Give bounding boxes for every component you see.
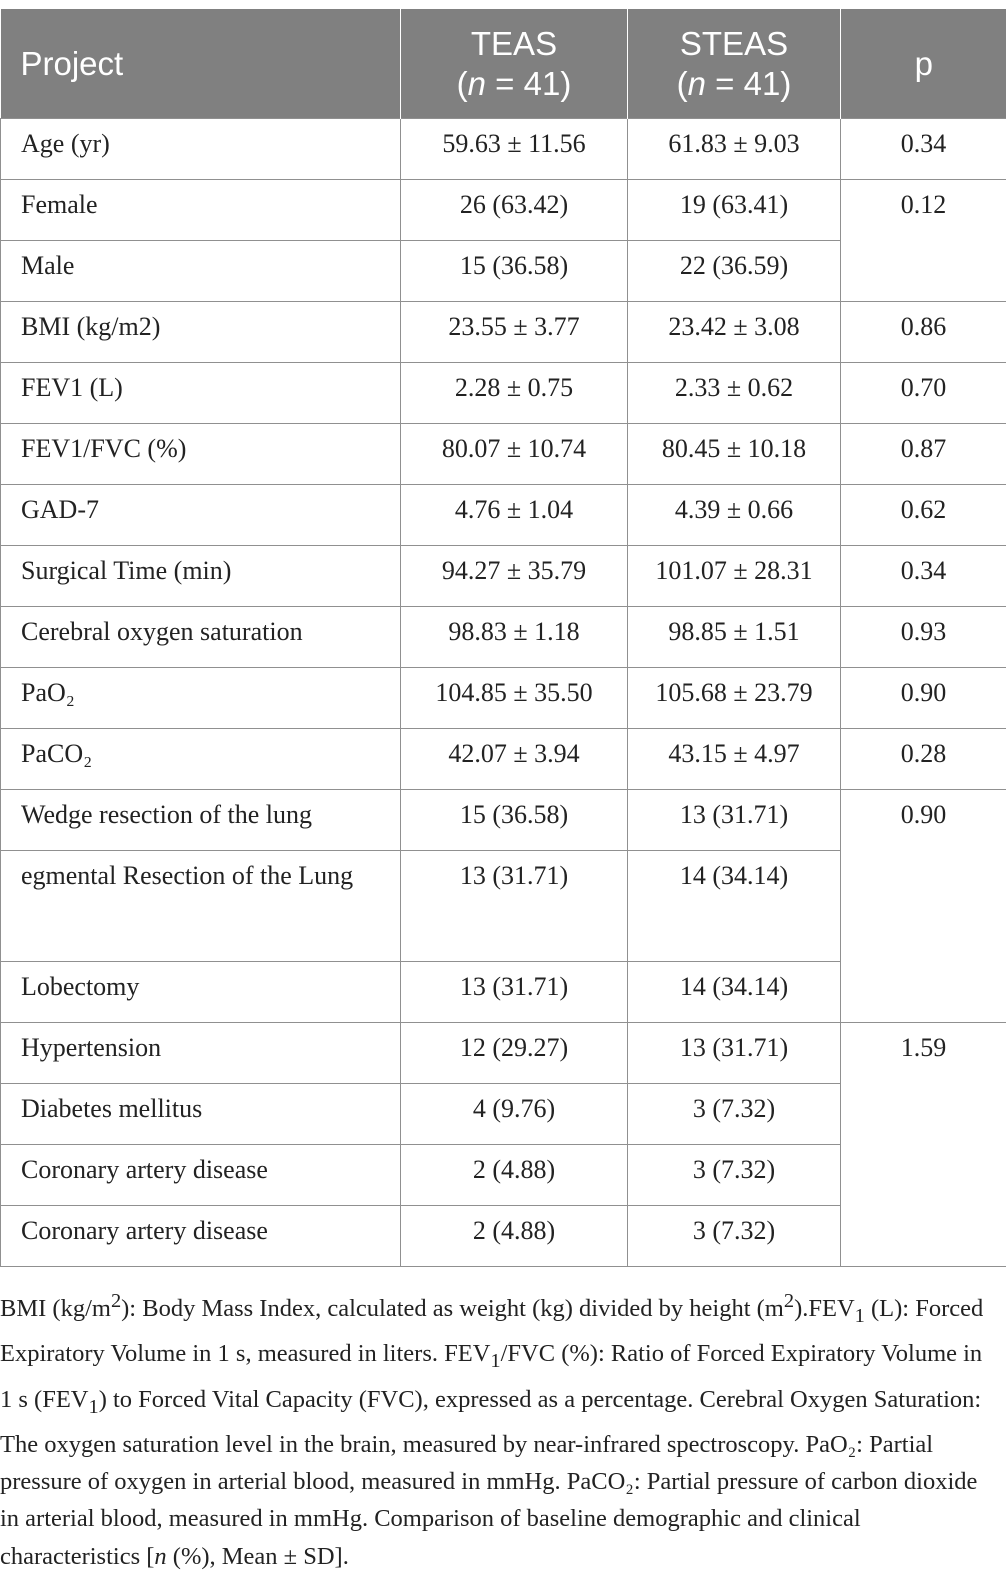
row-label: FEV1 (L) xyxy=(1,363,401,424)
teas-value: 15 (36.58) xyxy=(401,241,628,302)
row-label: Wedge resection of the lung xyxy=(1,790,401,851)
table-row: Age (yr) 59.63 ± 11.56 61.83 ± 9.03 0.34 xyxy=(1,119,1006,180)
steas-value: 14 (34.14) xyxy=(628,962,841,1023)
teas-value: 59.63 ± 11.56 xyxy=(401,119,628,180)
steas-value: 14 (34.14) xyxy=(628,851,841,962)
teas-value: 12 (29.27) xyxy=(401,1023,628,1084)
row-label: Female xyxy=(1,180,401,241)
row-label: Coronary artery disease xyxy=(1,1206,401,1267)
header-project: Project xyxy=(1,9,401,119)
row-label: Hypertension xyxy=(1,1023,401,1084)
steas-value: 98.85 ± 1.51 xyxy=(628,607,841,668)
p-value: 0.70 xyxy=(841,363,1006,424)
p-value: 0.93 xyxy=(841,607,1006,668)
header-steas-label: STEAS xyxy=(648,24,820,64)
header-steas: STEAS (n = 41) xyxy=(628,9,841,119)
steas-value: 80.45 ± 10.18 xyxy=(628,424,841,485)
steas-value: 3 (7.32) xyxy=(628,1206,841,1267)
teas-value: 98.83 ± 1.18 xyxy=(401,607,628,668)
teas-value: 13 (31.71) xyxy=(401,962,628,1023)
table-row: Cerebral oxygen saturation 98.83 ± 1.18 … xyxy=(1,607,1006,668)
teas-value: 13 (31.71) xyxy=(401,851,628,962)
row-label: Surgical Time (min) xyxy=(1,546,401,607)
table-header-row: Project TEAS (n = 41) STEAS (n = 41) p xyxy=(1,9,1006,119)
row-label: Lobectomy xyxy=(1,962,401,1023)
row-label: Diabetes mellitus xyxy=(1,1084,401,1145)
steas-value: 101.07 ± 28.31 xyxy=(628,546,841,607)
steas-value: 23.42 ± 3.08 xyxy=(628,302,841,363)
teas-value: 4.76 ± 1.04 xyxy=(401,485,628,546)
p-value: 0.86 xyxy=(841,302,1006,363)
baseline-characteristics-table: Project TEAS (n = 41) STEAS (n = 41) p A… xyxy=(0,9,1006,1267)
teas-value: 26 (63.42) xyxy=(401,180,628,241)
teas-value: 23.55 ± 3.77 xyxy=(401,302,628,363)
teas-value: 2 (4.88) xyxy=(401,1145,628,1206)
p-value: 0.90 xyxy=(841,790,1006,1023)
row-label: PaCO₂ xyxy=(1,729,401,790)
teas-value: 15 (36.58) xyxy=(401,790,628,851)
table-row: FEV1 (L) 2.28 ± 0.75 2.33 ± 0.62 0.70 xyxy=(1,363,1006,424)
steas-value: 2.33 ± 0.62 xyxy=(628,363,841,424)
header-teas-label: TEAS xyxy=(421,24,607,64)
row-label: Coronary artery disease xyxy=(1,1145,401,1206)
steas-value: 22 (36.59) xyxy=(628,241,841,302)
table-row: Hypertension 12 (29.27) 13 (31.71) 1.59 xyxy=(1,1023,1006,1084)
p-value: 0.87 xyxy=(841,424,1006,485)
table-row: PaCO₂ 42.07 ± 3.94 43.15 ± 4.97 0.28 xyxy=(1,729,1006,790)
header-teas-n: (n = 41) xyxy=(421,64,607,104)
table-row: BMI (kg/m2) 23.55 ± 3.77 23.42 ± 3.08 0.… xyxy=(1,302,1006,363)
steas-value: 3 (7.32) xyxy=(628,1084,841,1145)
table-footnote: BMI (kg/m2): Body Mass Index, calculated… xyxy=(0,1283,1000,1575)
table-row: Female 26 (63.42) 19 (63.41) 0.12 xyxy=(1,180,1006,241)
steas-value: 105.68 ± 23.79 xyxy=(628,668,841,729)
table-row: Surgical Time (min) 94.27 ± 35.79 101.07… xyxy=(1,546,1006,607)
row-label: BMI (kg/m2) xyxy=(1,302,401,363)
teas-value: 4 (9.76) xyxy=(401,1084,628,1145)
row-label: GAD-7 xyxy=(1,485,401,546)
teas-value: 104.85 ± 35.50 xyxy=(401,668,628,729)
steas-value: 4.39 ± 0.66 xyxy=(628,485,841,546)
teas-value: 2.28 ± 0.75 xyxy=(401,363,628,424)
p-value: 0.34 xyxy=(841,119,1006,180)
row-label: PaO₂ xyxy=(1,668,401,729)
p-value: 0.62 xyxy=(841,485,1006,546)
teas-value: 80.07 ± 10.74 xyxy=(401,424,628,485)
p-value: 0.34 xyxy=(841,546,1006,607)
row-label: Male xyxy=(1,241,401,302)
teas-value: 2 (4.88) xyxy=(401,1206,628,1267)
steas-value: 3 (7.32) xyxy=(628,1145,841,1206)
p-value: 0.12 xyxy=(841,180,1006,302)
header-p-value: p xyxy=(841,9,1006,119)
steas-value: 43.15 ± 4.97 xyxy=(628,729,841,790)
teas-value: 42.07 ± 3.94 xyxy=(401,729,628,790)
steas-value: 13 (31.71) xyxy=(628,790,841,851)
row-label: Cerebral oxygen saturation xyxy=(1,607,401,668)
row-label: Age (yr) xyxy=(1,119,401,180)
footnote-bmi: BMI (kg/m2): Body Mass Index, calculated… xyxy=(0,1295,808,1322)
row-label: egmental Resection of the Lung xyxy=(1,851,401,962)
header-steas-n: (n = 41) xyxy=(648,64,820,104)
table-row: GAD-7 4.76 ± 1.04 4.39 ± 0.66 0.62 xyxy=(1,485,1006,546)
teas-value: 94.27 ± 35.79 xyxy=(401,546,628,607)
steas-value: 19 (63.41) xyxy=(628,180,841,241)
table-row: Wedge resection of the lung 15 (36.58) 1… xyxy=(1,790,1006,851)
row-label: FEV1/FVC (%) xyxy=(1,424,401,485)
p-value: 0.90 xyxy=(841,668,1006,729)
p-value: 1.59 xyxy=(841,1023,1006,1267)
table-row: FEV1/FVC (%) 80.07 ± 10.74 80.45 ± 10.18… xyxy=(1,424,1006,485)
steas-value: 13 (31.71) xyxy=(628,1023,841,1084)
header-teas: TEAS (n = 41) xyxy=(401,9,628,119)
p-value: 0.28 xyxy=(841,729,1006,790)
steas-value: 61.83 ± 9.03 xyxy=(628,119,841,180)
table-row: PaO₂ 104.85 ± 35.50 105.68 ± 23.79 0.90 xyxy=(1,668,1006,729)
